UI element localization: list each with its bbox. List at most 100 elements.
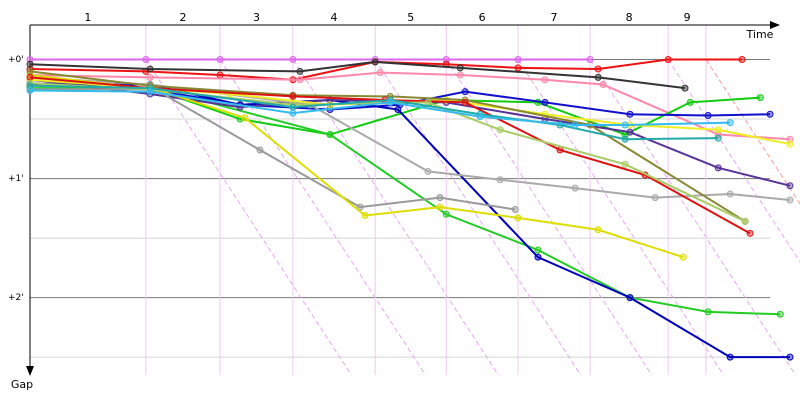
data-point bbox=[456, 64, 464, 72]
data-point bbox=[621, 135, 629, 143]
data-point bbox=[442, 210, 450, 218]
data-point bbox=[726, 190, 734, 198]
data-point bbox=[514, 214, 522, 222]
data-point bbox=[651, 194, 659, 202]
series-line bbox=[29, 70, 746, 223]
lap-label: 2 bbox=[179, 11, 186, 24]
lap-label: 1 bbox=[84, 11, 91, 24]
data-point bbox=[714, 131, 722, 139]
lapping-line bbox=[445, 59, 653, 376]
data-point bbox=[541, 76, 549, 84]
data-point bbox=[594, 226, 602, 234]
data-point bbox=[594, 65, 602, 73]
data-point bbox=[476, 113, 484, 121]
lap-label: 6 bbox=[479, 11, 486, 24]
x-axis-label: Time bbox=[746, 28, 774, 41]
data-point bbox=[216, 71, 224, 79]
lap-label: 5 bbox=[407, 11, 414, 24]
data-point bbox=[594, 73, 602, 81]
data-point bbox=[766, 110, 774, 118]
lap-label: 8 bbox=[626, 11, 633, 24]
lap-label: 7 bbox=[551, 11, 558, 24]
data-point bbox=[534, 253, 542, 261]
data-point bbox=[704, 308, 712, 316]
data-point bbox=[296, 76, 304, 84]
y-tick-label: +1' bbox=[8, 174, 24, 184]
data-point bbox=[621, 121, 629, 129]
y-tick-label: +2' bbox=[8, 293, 24, 303]
data-point bbox=[386, 98, 394, 106]
data-point bbox=[371, 58, 379, 66]
lapping-line bbox=[145, 59, 352, 376]
data-point bbox=[786, 182, 794, 190]
lapping-line bbox=[667, 59, 800, 263]
data-point bbox=[436, 194, 444, 202]
series-line bbox=[29, 71, 791, 141]
data-point bbox=[216, 56, 224, 64]
data-point bbox=[289, 103, 297, 111]
series-line bbox=[29, 60, 686, 90]
data-point bbox=[746, 229, 754, 237]
series-line bbox=[29, 89, 731, 126]
data-point bbox=[714, 134, 722, 142]
data-point bbox=[626, 110, 634, 118]
data-point bbox=[511, 206, 519, 214]
data-point bbox=[26, 67, 34, 75]
series-line bbox=[30, 83, 790, 359]
data-point bbox=[26, 82, 34, 90]
data-point bbox=[726, 119, 734, 127]
data-point bbox=[142, 56, 150, 64]
data-point bbox=[714, 126, 722, 134]
data-point bbox=[256, 146, 264, 154]
data-point bbox=[326, 131, 334, 139]
y-tick-label: +0' bbox=[8, 55, 24, 65]
data-point bbox=[599, 81, 607, 89]
data-point bbox=[496, 126, 504, 134]
data-point bbox=[541, 98, 549, 106]
data-point bbox=[664, 56, 672, 64]
data-point bbox=[436, 203, 444, 211]
data-point bbox=[424, 98, 432, 106]
data-point bbox=[626, 294, 634, 302]
data-point bbox=[442, 56, 450, 64]
y-axis-arrow bbox=[26, 366, 34, 376]
lapping-line bbox=[589, 59, 797, 376]
data-point bbox=[241, 114, 249, 122]
data-point bbox=[776, 310, 784, 318]
data-point bbox=[679, 253, 687, 261]
x-axis-arrow bbox=[770, 21, 780, 29]
data-point bbox=[571, 184, 579, 192]
data-point bbox=[786, 196, 794, 204]
data-point bbox=[686, 98, 694, 106]
data-point bbox=[786, 353, 794, 361]
data-point bbox=[738, 56, 746, 64]
data-point bbox=[586, 56, 594, 64]
data-point bbox=[514, 56, 522, 64]
data-point bbox=[361, 211, 369, 219]
data-point bbox=[146, 73, 154, 81]
data-point bbox=[786, 135, 794, 143]
series-line bbox=[29, 58, 743, 81]
data-point bbox=[26, 86, 34, 94]
data-point bbox=[726, 353, 734, 361]
lapping-line bbox=[374, 59, 582, 376]
data-point bbox=[289, 56, 297, 64]
y-axis-label: Gap bbox=[11, 378, 33, 391]
lap-label: 9 bbox=[684, 11, 691, 24]
data-point bbox=[461, 88, 469, 96]
data-point bbox=[626, 128, 634, 136]
data-point bbox=[26, 73, 34, 81]
data-point bbox=[461, 98, 469, 106]
data-point bbox=[496, 176, 504, 184]
lapping-line bbox=[517, 59, 724, 376]
data-point bbox=[621, 160, 629, 168]
data-point bbox=[741, 217, 749, 225]
data-point bbox=[394, 106, 402, 114]
data-point bbox=[26, 56, 34, 64]
data-point bbox=[26, 60, 34, 68]
data-point bbox=[456, 71, 464, 79]
data-point bbox=[534, 246, 542, 254]
data-point bbox=[704, 111, 712, 119]
series-line bbox=[29, 78, 791, 187]
